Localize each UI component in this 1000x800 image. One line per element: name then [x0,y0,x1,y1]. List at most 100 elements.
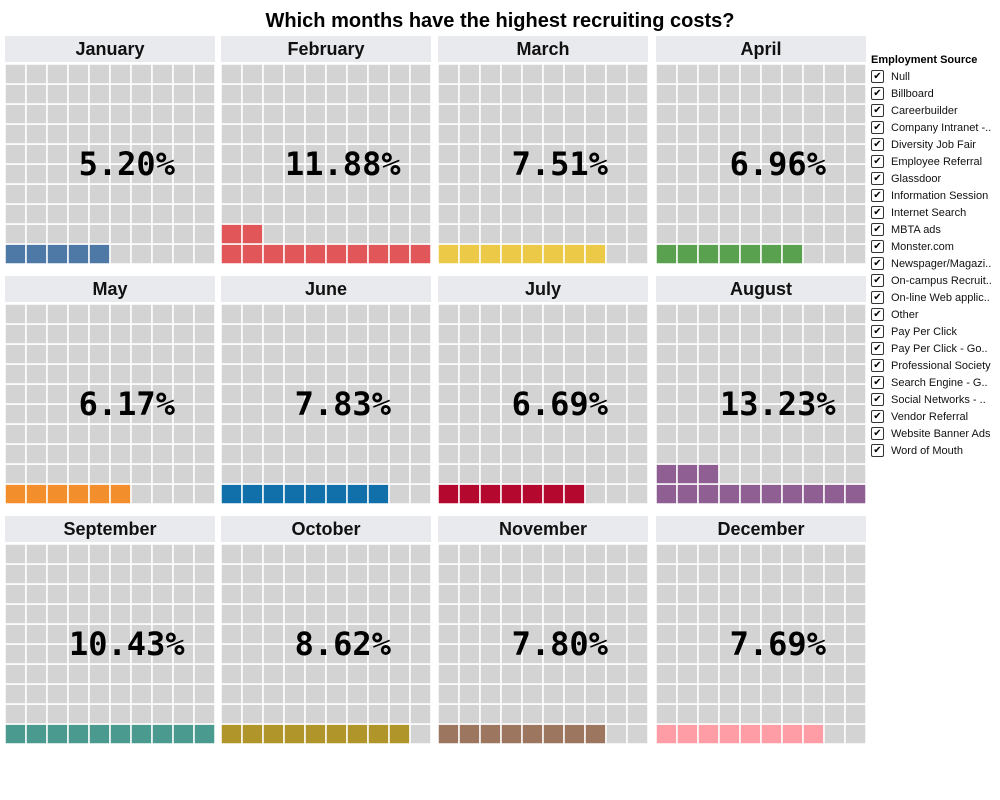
legend-item[interactable]: ✔ Internet Search [871,204,1000,221]
waffle-cell-filled [25,723,48,744]
waffle-cell-empty [479,323,502,345]
legend-checkbox[interactable]: ✔ [871,206,884,219]
legend-item[interactable]: ✔ Search Engine - G.. [871,374,1000,391]
legend-checkbox[interactable]: ✔ [871,308,884,321]
waffle-cell-empty [88,683,111,705]
waffle-cell-empty [458,143,481,165]
waffle-cell-empty [262,343,285,365]
legend-checkbox[interactable]: ✔ [871,138,884,151]
waffle-cell-empty [697,343,720,365]
legend-item[interactable]: ✔ Billboard [871,85,1000,102]
legend-item[interactable]: ✔ Newspager/Magazi.. [871,255,1000,272]
waffle-cell-empty [844,443,866,465]
waffle-cell-empty [5,143,27,165]
waffle-cell-empty [844,663,866,685]
legend-item[interactable]: ✔ Other [871,306,1000,323]
waffle-cell-empty [151,563,174,585]
waffle-cell-empty [781,563,804,585]
waffle-cell-empty [718,663,741,685]
waffle-cell-filled [283,483,306,504]
legend-checkbox[interactable]: ✔ [871,359,884,372]
legend-item[interactable]: ✔ Website Banner Ads [871,425,1000,442]
waffle-cell-empty [346,343,369,365]
legend-checkbox[interactable]: ✔ [871,87,884,100]
legend-item[interactable]: ✔ Careerbuilder [871,102,1000,119]
legend-checkbox[interactable]: ✔ [871,342,884,355]
waffle-cell-empty [626,143,648,165]
waffle-cell-empty [605,243,628,264]
waffle-cell-empty [367,544,390,565]
legend-checkbox[interactable]: ✔ [871,121,884,134]
waffle-cell-empty [656,203,678,225]
waffle-cell-empty [388,183,411,205]
legend-item[interactable]: ✔ On-line Web applic.. [871,289,1000,306]
waffle-cell-empty [46,143,69,165]
waffle-cell-filled [5,243,27,264]
legend-checkbox[interactable]: ✔ [871,393,884,406]
legend-item[interactable]: ✔ Employee Referral [871,153,1000,170]
waffle-cell-empty [388,423,411,445]
legend-checkbox[interactable]: ✔ [871,427,884,440]
legend-checkbox[interactable]: ✔ [871,325,884,338]
legend-checkbox[interactable]: ✔ [871,189,884,202]
legend-item[interactable]: ✔ Company Intranet -.. [871,119,1000,136]
legend-checkbox[interactable]: ✔ [871,257,884,270]
waffle-cell-empty [325,363,348,385]
waffle-cell-empty [605,304,628,325]
legend-item[interactable]: ✔ MBTA ads [871,221,1000,238]
checkmark-icon: ✔ [873,223,882,235]
waffle-april: 6.96% [656,64,866,264]
waffle-cell-empty [584,423,607,445]
legend-item[interactable]: ✔ Professional Society [871,357,1000,374]
waffle-cell-empty [760,363,783,385]
waffle-cell-empty [844,103,866,125]
legend-checkbox[interactable]: ✔ [871,376,884,389]
waffle-cell-empty [151,323,174,345]
legend-item[interactable]: ✔ Diversity Job Fair [871,136,1000,153]
waffle-cell-empty [626,103,648,125]
legend-item[interactable]: ✔ Pay Per Click [871,323,1000,340]
legend-item[interactable]: ✔ Information Session [871,187,1000,204]
waffle-cell-empty [346,323,369,345]
checkmark-icon: ✔ [873,87,882,99]
legend-item[interactable]: ✔ Monster.com [871,238,1000,255]
legend-item[interactable]: ✔ Pay Per Click - Go.. [871,340,1000,357]
waffle-november: 7.80% [438,544,648,744]
legend-checkbox[interactable]: ✔ [871,444,884,457]
legend-checkbox[interactable]: ✔ [871,240,884,253]
waffle-cell-empty [438,103,460,125]
legend-checkbox[interactable]: ✔ [871,172,884,185]
waffle-cell-empty [151,83,174,105]
legend-checkbox[interactable]: ✔ [871,70,884,83]
legend-checkbox[interactable]: ✔ [871,291,884,304]
waffle-cell-empty [304,123,327,145]
legend-checkbox[interactable]: ✔ [871,274,884,287]
legend-item[interactable]: ✔ Glassdoor [871,170,1000,187]
waffle-cell-empty [25,463,48,485]
waffle-cell-empty [781,443,804,465]
legend-item[interactable]: ✔ Vendor Referral [871,408,1000,425]
waffle-cell-empty [193,223,215,245]
waffle-cell-empty [46,403,69,425]
legend-item[interactable]: ✔ Social Networks - .. [871,391,1000,408]
waffle-cell-empty [438,703,460,725]
waffle-cell-empty [823,423,846,445]
legend-checkbox[interactable]: ✔ [871,155,884,168]
waffle-cell-empty [172,143,195,165]
legend-checkbox[interactable]: ✔ [871,223,884,236]
waffle-cell-empty [542,583,565,605]
waffle-cell-empty [304,583,327,605]
waffle-cell-empty [676,363,699,385]
percent-label-june: 7.83% [295,385,392,423]
waffle-cell-empty [388,83,411,105]
legend-checkbox[interactable]: ✔ [871,104,884,117]
legend-item[interactable]: ✔ On-campus Recruit.. [871,272,1000,289]
waffle-cell-empty [656,623,678,645]
legend-label: Employee Referral [891,155,983,168]
legend-item[interactable]: ✔ Null [871,68,1000,85]
legend-item[interactable]: ✔ Word of Mouth [871,442,1000,459]
legend-checkbox[interactable]: ✔ [871,410,884,423]
waffle-cell-filled [388,723,411,744]
waffle-cell-empty [193,423,215,445]
waffle-cell-empty [656,223,678,245]
